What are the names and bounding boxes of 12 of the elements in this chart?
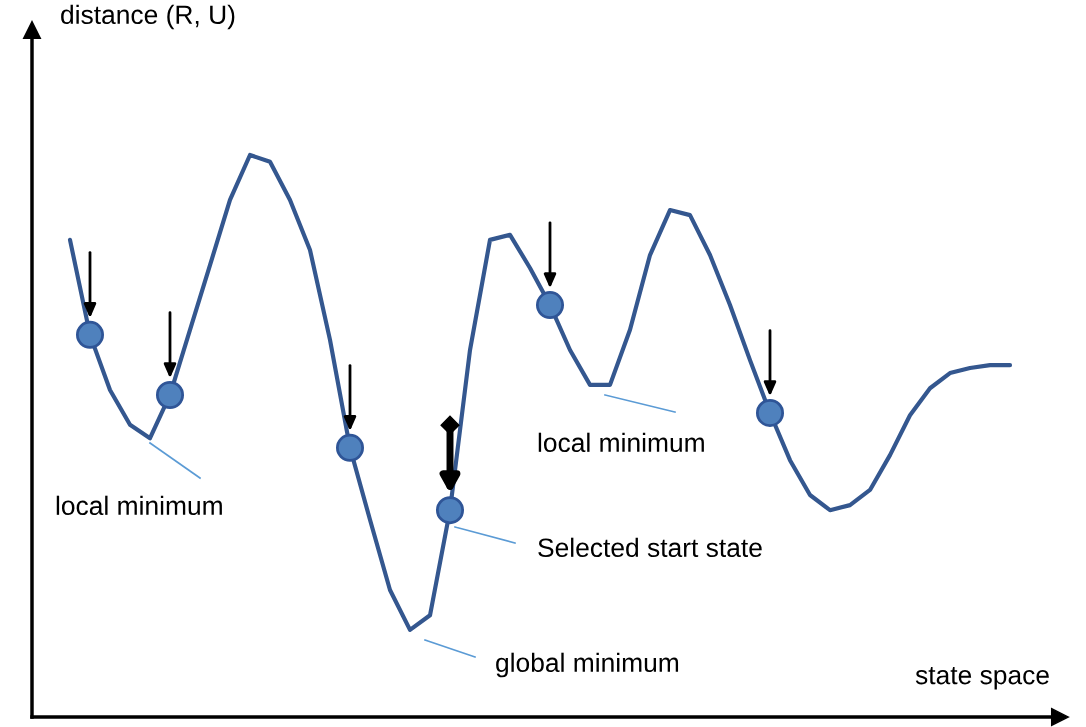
y-axis-title: distance (R, U) — [61, 4, 235, 30]
point — [75, 320, 105, 349]
point — [535, 291, 565, 320]
point — [435, 496, 465, 525]
point — [155, 380, 185, 409]
point — [755, 398, 785, 427]
annotation: Selected start state — [538, 537, 762, 558]
annotation: local minimum — [538, 432, 704, 453]
annotation: local minimum — [56, 495, 222, 516]
x-axis-title: state space — [915, 667, 1049, 690]
point — [335, 433, 365, 462]
annotation: global minimum — [496, 652, 679, 678]
